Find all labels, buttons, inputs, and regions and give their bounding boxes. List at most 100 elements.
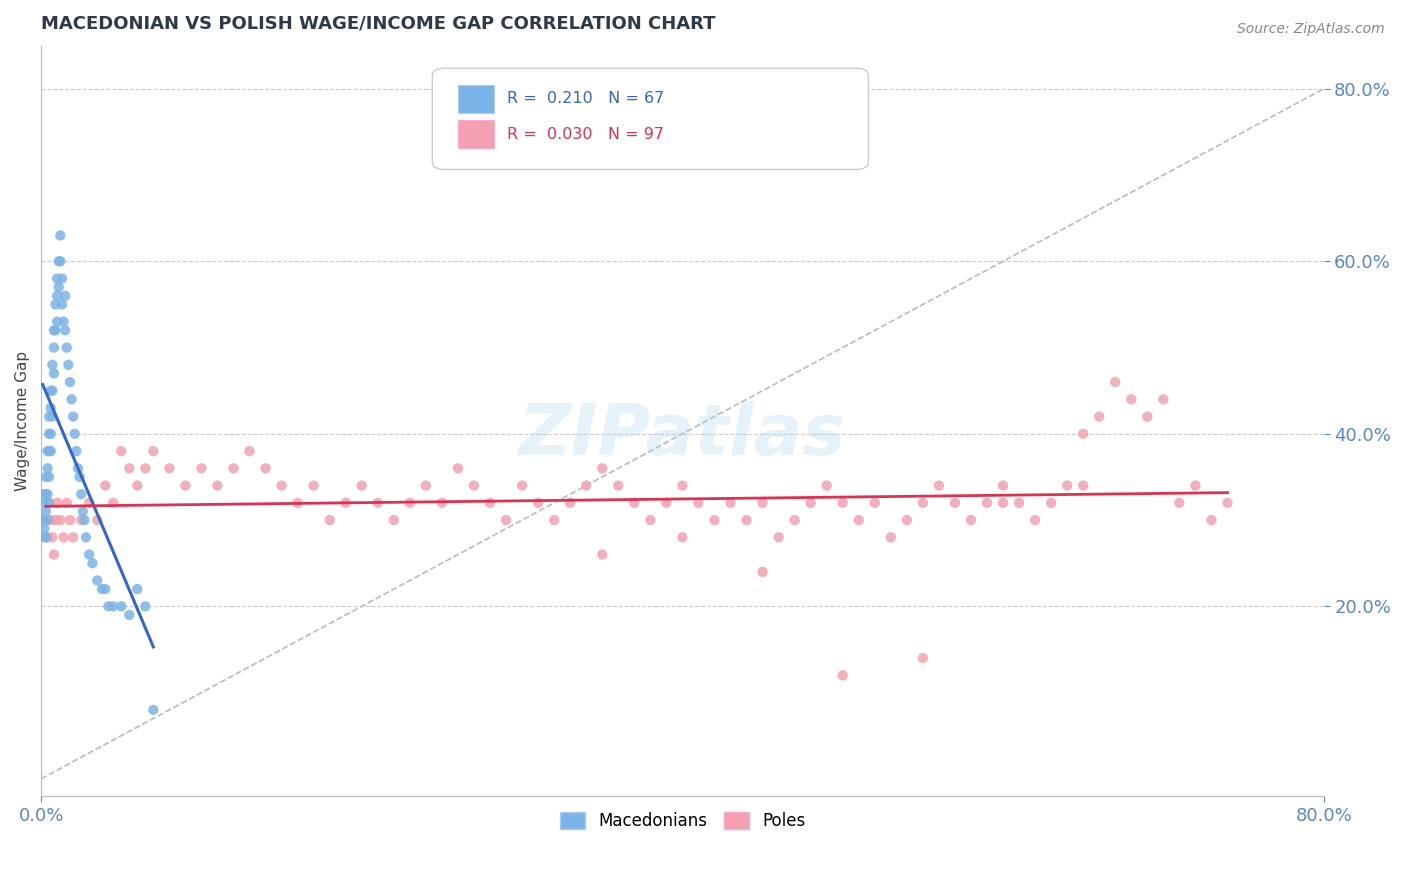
Point <box>48 254 70 268</box>
Point <box>318 513 340 527</box>
Point <box>1008 496 1031 510</box>
Text: R =  0.210   N = 67: R = 0.210 N = 67 <box>506 92 664 106</box>
Point <box>991 496 1014 510</box>
Point <box>38 444 60 458</box>
Point <box>768 530 790 544</box>
Text: Source: ZipAtlas.com: Source: ZipAtlas.com <box>1237 22 1385 37</box>
Point <box>623 496 645 510</box>
Point <box>640 513 662 527</box>
Point <box>896 513 918 527</box>
Point <box>94 582 117 596</box>
Point <box>48 280 70 294</box>
Point <box>1121 392 1143 407</box>
Point <box>39 426 62 441</box>
Point <box>848 513 870 527</box>
Point <box>335 496 357 510</box>
Point <box>1168 496 1191 510</box>
Point <box>60 392 83 407</box>
Point <box>39 384 62 398</box>
Point <box>46 289 69 303</box>
Point <box>82 556 104 570</box>
Point <box>1136 409 1159 424</box>
Point <box>35 513 58 527</box>
Point <box>142 703 165 717</box>
Point <box>1088 409 1111 424</box>
Point <box>37 461 59 475</box>
Text: ZIPatlas: ZIPatlas <box>519 401 846 470</box>
Point <box>815 478 838 492</box>
Point <box>430 496 453 510</box>
Point <box>238 444 260 458</box>
Point <box>591 461 613 475</box>
Point <box>190 461 212 475</box>
Point <box>527 496 550 510</box>
Point <box>991 478 1014 492</box>
Point <box>287 496 309 510</box>
Point <box>800 496 823 510</box>
Point <box>1071 426 1094 441</box>
Point <box>254 461 277 475</box>
Point <box>37 530 59 544</box>
Point <box>42 341 65 355</box>
Point <box>59 375 82 389</box>
Point <box>399 496 422 510</box>
Point <box>49 228 72 243</box>
Point <box>1024 513 1046 527</box>
Point <box>110 599 132 614</box>
Point <box>1216 496 1239 510</box>
Point <box>35 470 58 484</box>
Point <box>1152 392 1174 407</box>
Y-axis label: Wage/Income Gap: Wage/Income Gap <box>15 351 30 491</box>
Point <box>34 522 56 536</box>
Point <box>46 315 69 329</box>
Point <box>55 496 77 510</box>
Point <box>174 478 197 492</box>
Point <box>127 478 149 492</box>
Point <box>655 496 678 510</box>
Point <box>118 607 141 622</box>
Point <box>42 323 65 337</box>
Point <box>77 496 100 510</box>
Point <box>91 582 114 596</box>
Point <box>55 341 77 355</box>
Point <box>42 548 65 562</box>
Point <box>1201 513 1223 527</box>
Point <box>39 444 62 458</box>
Point <box>495 513 517 527</box>
Point <box>59 513 82 527</box>
Point <box>976 496 998 510</box>
Point <box>86 513 108 527</box>
Point <box>510 478 533 492</box>
Point <box>94 478 117 492</box>
Point <box>34 530 56 544</box>
Point <box>142 444 165 458</box>
Point <box>97 599 120 614</box>
Point <box>134 461 156 475</box>
Point <box>39 513 62 527</box>
Point <box>75 530 97 544</box>
Point <box>1184 478 1206 492</box>
Point <box>1056 478 1078 492</box>
Point <box>63 426 86 441</box>
Point <box>688 496 710 510</box>
Point <box>703 513 725 527</box>
Point <box>367 496 389 510</box>
Point <box>447 461 470 475</box>
Point <box>38 496 60 510</box>
Point <box>41 409 63 424</box>
Point <box>479 496 502 510</box>
Point <box>880 530 903 544</box>
Point <box>751 565 773 579</box>
Point <box>943 496 966 510</box>
Point <box>38 470 60 484</box>
Point <box>35 504 58 518</box>
Point <box>49 513 72 527</box>
Point <box>39 401 62 415</box>
Text: R =  0.030   N = 97: R = 0.030 N = 97 <box>506 127 664 142</box>
Point <box>38 409 60 424</box>
Point <box>960 513 983 527</box>
Point <box>53 323 76 337</box>
Point <box>911 651 934 665</box>
Point <box>69 470 91 484</box>
Point <box>45 323 67 337</box>
